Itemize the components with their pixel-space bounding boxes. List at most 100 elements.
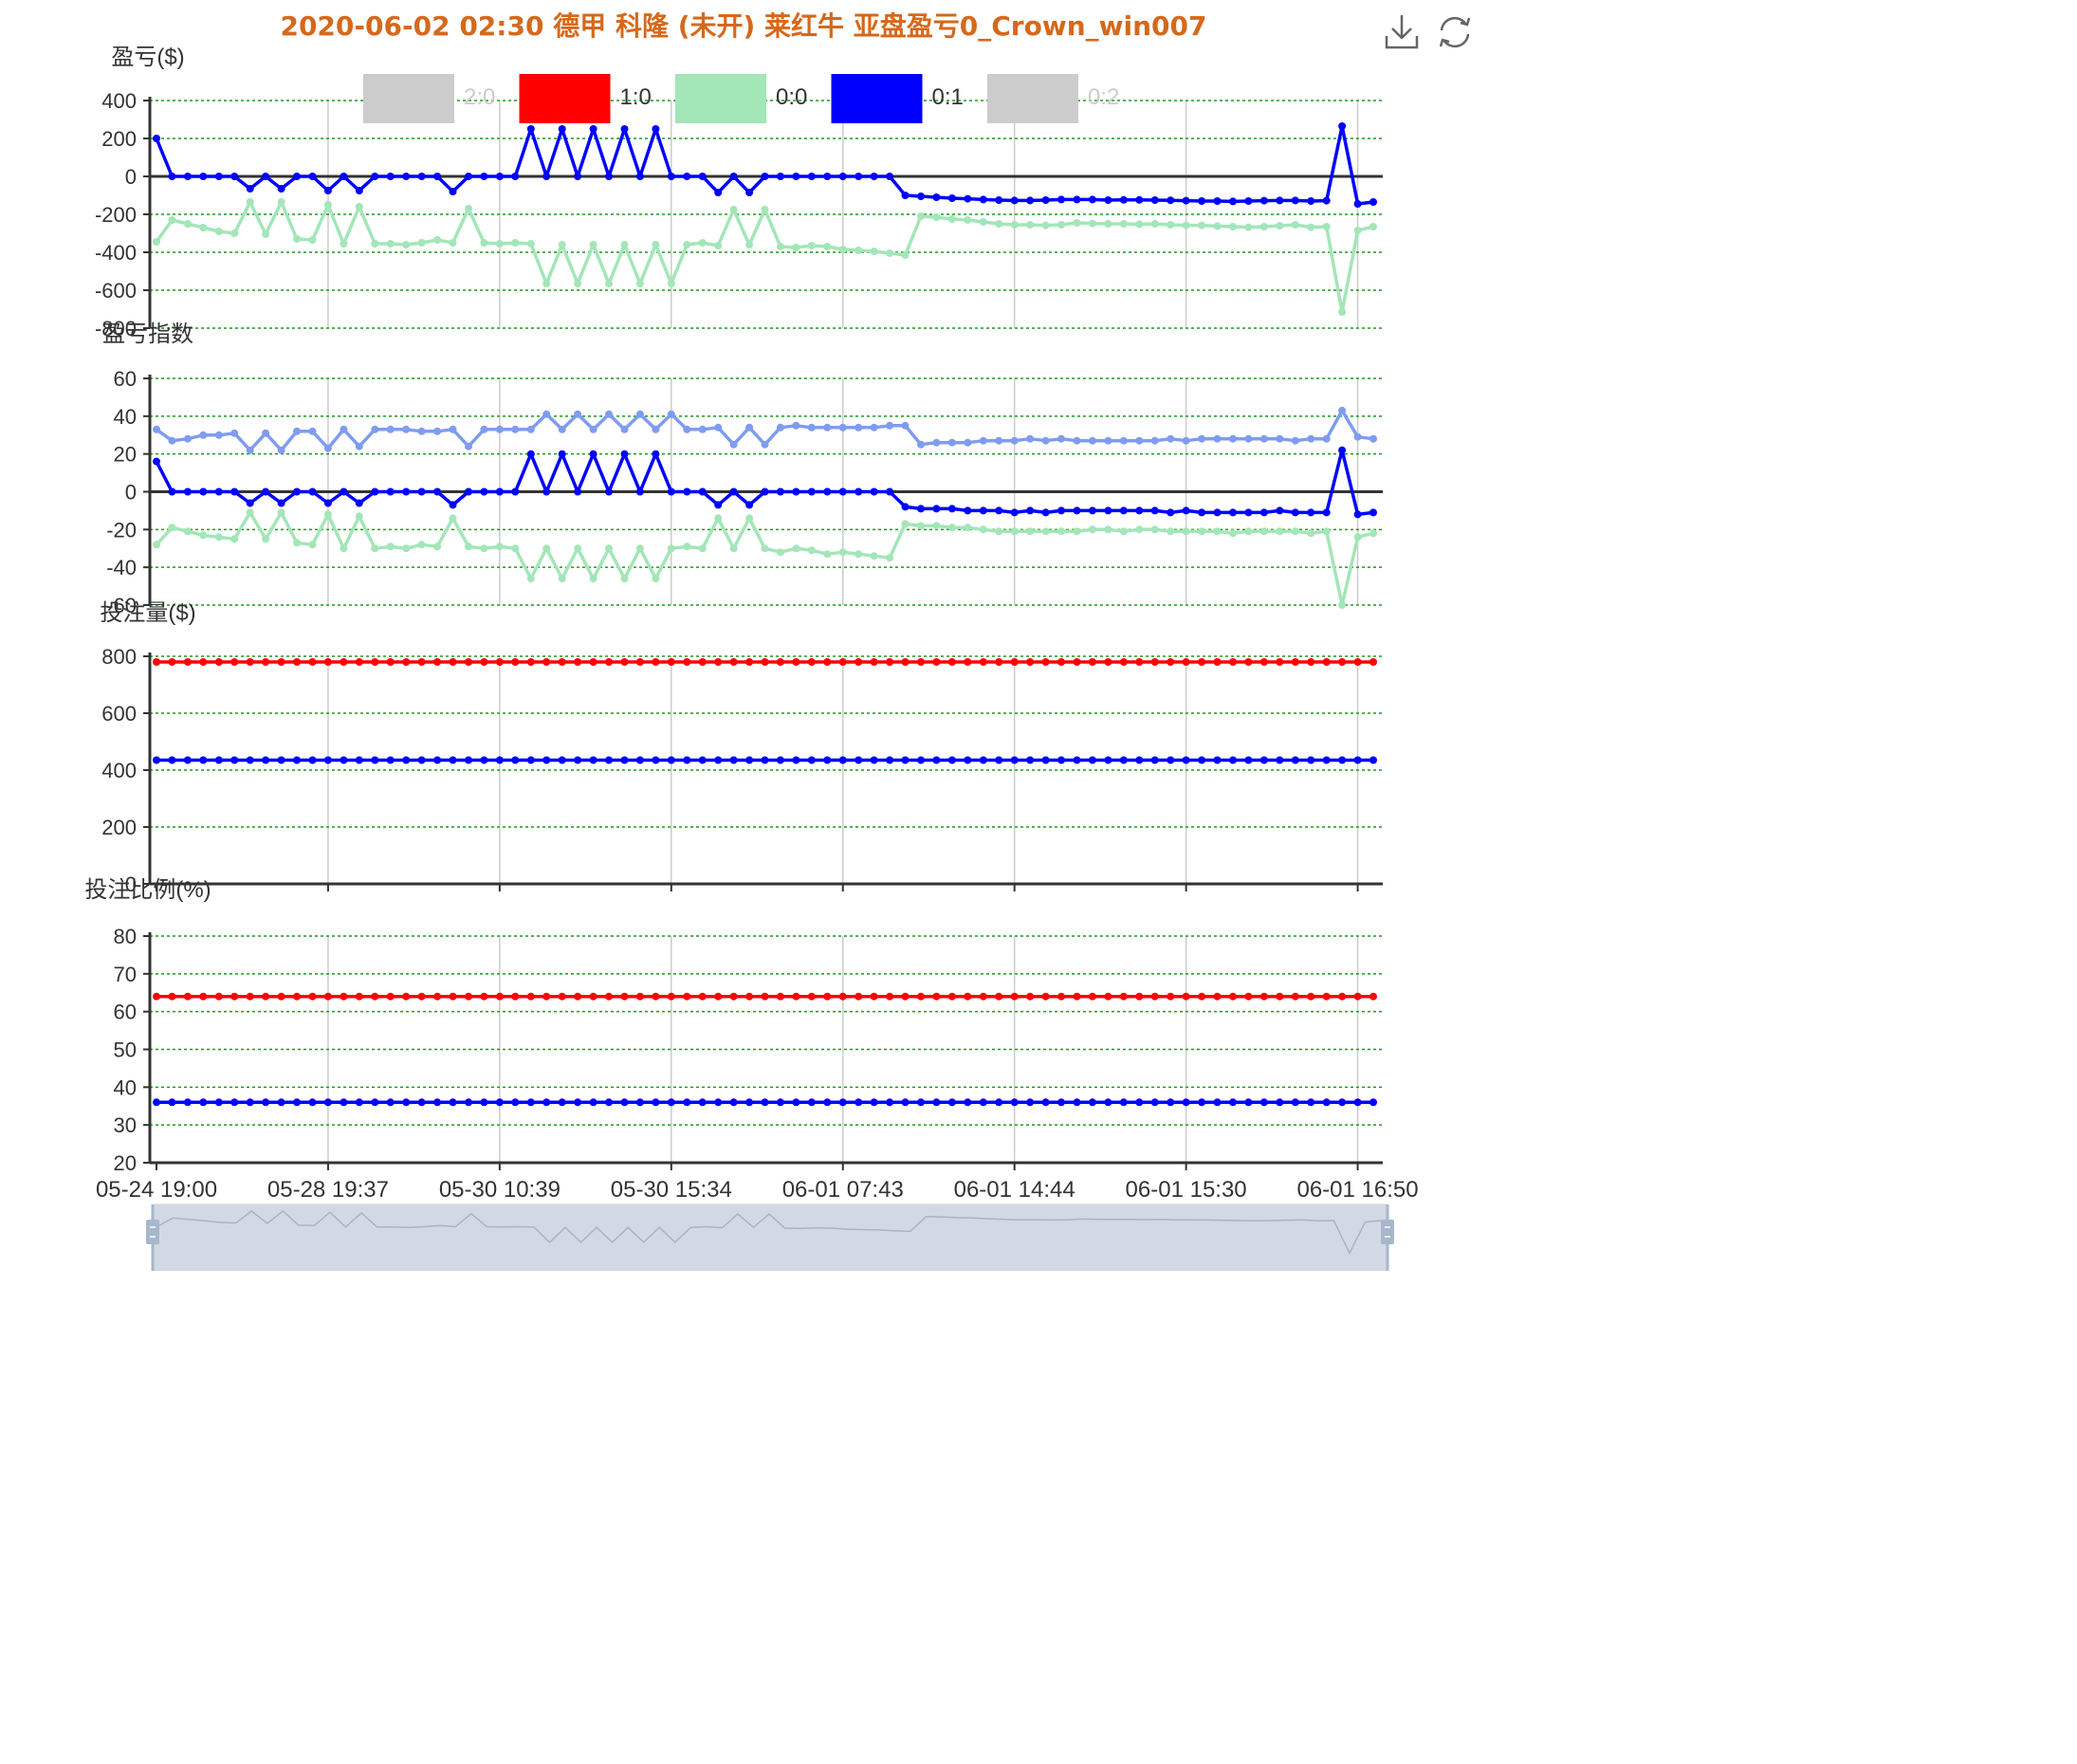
data-point	[932, 213, 941, 221]
data-point	[480, 487, 488, 496]
data-point	[1322, 658, 1331, 666]
legend-item-0-0[interactable]	[675, 74, 766, 123]
download-icon[interactable]	[1381, 11, 1423, 53]
data-point	[323, 1098, 332, 1107]
y-axis-label: 投注比例(%)	[84, 877, 211, 903]
data-point	[433, 542, 442, 551]
legend-item-0-1[interactable]	[831, 74, 923, 123]
legend-item-0-2[interactable]	[987, 74, 1078, 123]
data-point	[667, 173, 675, 180]
data-point	[465, 205, 472, 212]
refresh-icon[interactable]	[1434, 11, 1476, 53]
data-point	[433, 756, 442, 764]
data-point	[1010, 221, 1019, 229]
data-point	[1322, 756, 1331, 764]
data-point	[870, 173, 878, 180]
data-point	[323, 992, 332, 1001]
legend-item-1-0[interactable]	[519, 74, 611, 123]
data-point	[308, 427, 317, 435]
data-point	[901, 421, 910, 430]
data-point	[402, 425, 411, 433]
data-point	[776, 173, 784, 180]
data-point	[1041, 1098, 1050, 1107]
data-point	[1119, 1098, 1128, 1107]
data-point	[729, 1098, 738, 1107]
data-point	[964, 756, 972, 764]
data-point	[262, 1098, 270, 1107]
data-point	[511, 992, 520, 1001]
data-point	[886, 421, 894, 430]
series-1-0-panel-3	[153, 992, 1377, 1001]
data-point	[667, 992, 675, 1001]
data-point	[947, 215, 956, 223]
data-point	[1167, 756, 1175, 764]
data-point	[355, 658, 363, 666]
y-tick-label: -20	[106, 518, 137, 542]
data-point	[1182, 756, 1190, 764]
legend-item-2-0[interactable]	[363, 74, 454, 123]
data-point	[449, 756, 457, 764]
data-point	[964, 194, 972, 203]
data-zoom-slider[interactable]	[146, 1204, 1394, 1271]
data-point	[1276, 756, 1284, 764]
data-point	[1057, 506, 1065, 515]
data-point	[1010, 196, 1019, 205]
data-point	[698, 756, 707, 764]
data-point	[1213, 197, 1222, 205]
data-point	[761, 487, 769, 496]
data-point	[526, 125, 535, 133]
data-point	[558, 450, 566, 458]
data-point	[620, 575, 629, 583]
data-point	[542, 1098, 551, 1107]
data-point	[355, 442, 363, 450]
data-point	[652, 241, 660, 248]
chart-canvas: 4002000-200-400-600-800盈亏($)6040200-20-4…	[84, 45, 1419, 1271]
data-point	[714, 1098, 723, 1107]
data-point	[870, 1098, 878, 1107]
zoom-handle-right[interactable]	[1381, 1204, 1394, 1271]
data-point	[1150, 992, 1159, 1001]
data-point	[1135, 1098, 1144, 1107]
data-point	[932, 193, 941, 201]
data-point	[1213, 992, 1222, 1001]
data-point	[1167, 527, 1175, 536]
data-point	[417, 173, 426, 180]
data-point	[1073, 992, 1081, 1001]
data-point	[1198, 992, 1206, 1001]
data-point	[293, 235, 301, 243]
data-point	[1104, 992, 1112, 1001]
data-point	[807, 423, 816, 432]
data-point	[1057, 221, 1065, 229]
data-point	[1150, 525, 1159, 534]
data-point	[293, 1098, 301, 1107]
data-point	[1322, 196, 1331, 205]
data-point	[1135, 525, 1144, 534]
data-point	[823, 1098, 832, 1107]
chart-title: 2020-06-02 02:30 德甲 科隆 (未开) 莱红牛 亚盘盈亏0_Cr…	[280, 10, 1207, 42]
data-point	[1167, 658, 1175, 666]
zoom-handle-left[interactable]	[146, 1204, 159, 1271]
y-tick-label: -800	[95, 317, 137, 340]
data-point	[355, 512, 363, 521]
data-point	[262, 487, 270, 496]
data-point	[183, 434, 192, 443]
data-point	[1291, 756, 1299, 764]
zoom-preview-line	[156, 1210, 1382, 1255]
data-point	[605, 173, 613, 180]
data-point	[807, 546, 816, 555]
data-point	[761, 992, 769, 1001]
data-point	[683, 658, 691, 666]
data-point	[652, 1098, 660, 1107]
data-point	[838, 487, 847, 496]
data-point	[1010, 508, 1019, 517]
data-point	[1353, 510, 1362, 519]
data-point	[714, 756, 723, 764]
x-tick-label: 06-01 07:43	[782, 1177, 904, 1203]
data-point	[1259, 223, 1268, 230]
data-point	[1135, 506, 1144, 515]
data-point	[1135, 756, 1144, 764]
data-point	[823, 550, 832, 559]
data-point	[355, 756, 363, 764]
data-point	[792, 756, 800, 764]
y-tick-label: 20	[114, 1151, 137, 1175]
